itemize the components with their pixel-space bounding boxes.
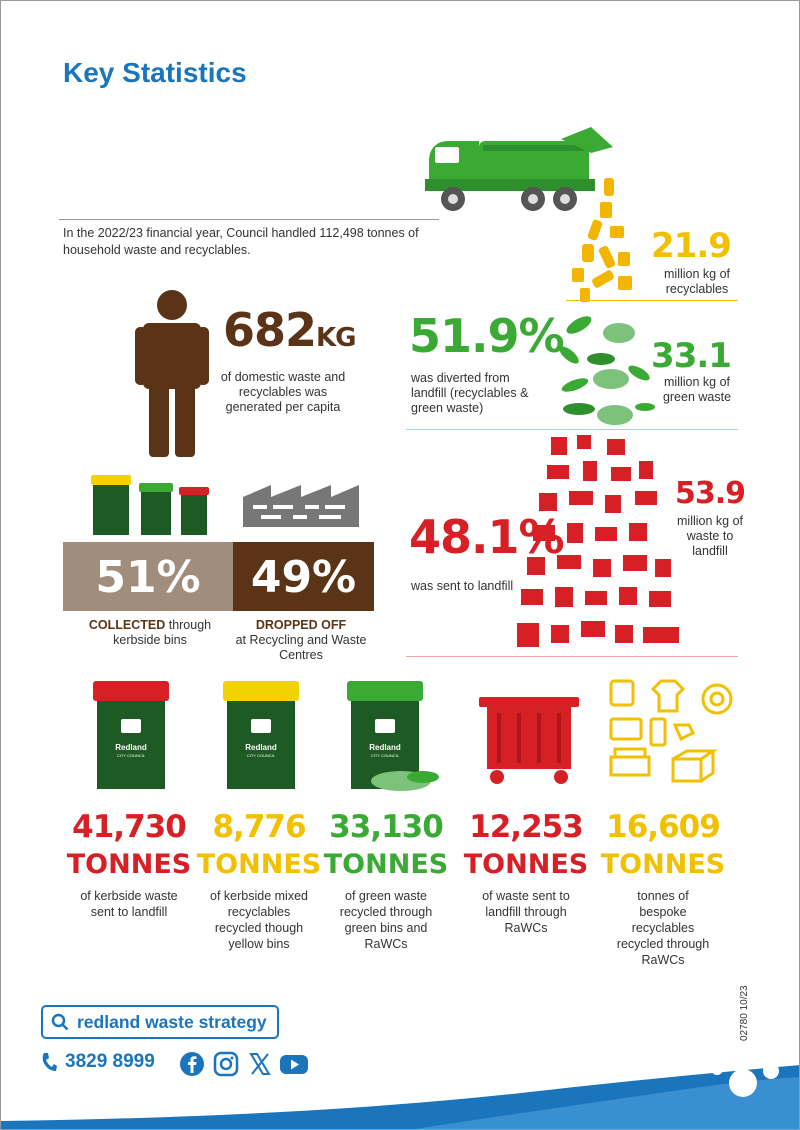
tonnes-unit-1: TONNES [66,849,192,880]
facebook-icon[interactable] [179,1051,205,1077]
collected-caption: COLLECTED through kerbside bins [88,618,212,647]
tonnes-caption-2: of kerbside mixed recyclables recycled t… [210,889,308,951]
print-code: 02780 10/23 [739,985,750,1041]
bespoke-recyclables-icon [609,679,733,783]
tonnes-value-1: 41,730 [72,809,187,845]
collected-pct: 51% [95,552,201,603]
bin-label-green-sub: CITY COUNCIL [370,753,400,758]
tonnes-value-4: 12,253 [469,809,584,845]
dropped-off-caption: DROPPED OFF at Recycling and Waste Centre… [235,618,367,662]
tonnes-caption-1: of kerbside waste sent to landfill [80,889,178,919]
bin-label-green: Redland [369,743,401,752]
tonnes-unit-3: TONNES [323,849,449,880]
landfill-caption: was sent to landfill [411,579,514,593]
phone-number: 3829 8999 [65,1051,155,1072]
wave-decoration [1,1050,799,1129]
recyclables-kg-value: 21.9 [651,226,732,266]
green-waste-stream-icon [559,316,655,425]
tonnes-value-3: 33,130 [329,809,444,845]
page-title: Key Statistics [63,57,247,88]
waste-kg-caption: million kg of waste to landfill [677,514,743,558]
recyclables-stream-icon [572,178,632,302]
per-capita-caption: of domestic waste and recyclables was ge… [220,370,346,414]
collected-bar: 51% [63,542,233,611]
dropped-off-pct: 49% [250,552,357,603]
search-icon [51,1013,69,1031]
dropped-off-bar: 49% [233,542,374,611]
diverted-value: 51.9% [409,309,565,363]
tonnes-caption-4: of waste sent to landfill through RaWCs [482,889,570,935]
tonnes-unit-5: TONNES [600,849,726,880]
per-capita-value: 682KG [223,303,357,357]
tonnes-unit-2: TONNES [196,849,322,880]
search-text: redland waste strategy [77,1011,267,1032]
youtube-icon[interactable] [279,1051,309,1077]
landfill-waste-stream-icon [517,435,679,647]
person-icon [135,290,209,457]
diverted-caption: was diverted from landfill (recyclables … [411,371,529,415]
tonnes-unit-4: TONNES [463,849,589,880]
tonnes-value-5: 16,609 [606,809,721,845]
green-kg-value: 33.1 [651,336,732,376]
recycling-centre-icon [243,485,359,527]
recyclables-kg-caption: million kg of recyclables [664,267,730,296]
bin-label-red-sub: CITY COUNCIL [116,753,146,758]
garbage-truck-icon [425,127,613,211]
phone-icon [42,1053,57,1071]
recyclables-rule [566,300,738,301]
intro-text: In the 2022/23 financial year, Council h… [63,226,419,257]
landfill-value: 48.1% [409,510,565,564]
yellow-lid-bin-icon [223,681,299,789]
landfill-rule [406,656,738,657]
website-search-link[interactable]: redland waste strategy [41,1005,279,1039]
kerbside-bins-icon [91,475,209,535]
green-kg-caption: million kg of green waste [662,375,732,404]
tonnes-caption-5: tonnes of bespoke recyclables recycled t… [616,889,710,967]
green-lid-bin-icon [347,681,439,791]
green-rule [406,429,738,430]
x-twitter-icon[interactable] [247,1051,273,1077]
red-lid-bin-icon [93,681,169,789]
bin-label-yellow-sub: CITY COUNCIL [246,753,276,758]
phone-link[interactable]: 3829 8999 [41,1051,155,1073]
intro-rule [59,219,439,220]
skip-bin-icon [479,697,579,784]
instagram-icon[interactable] [213,1051,239,1077]
tonnes-caption-3: of green waste recycled through green bi… [339,889,433,951]
bin-label-red: Redland [115,743,147,752]
tonnes-value-2: 8,776 [212,809,306,845]
bin-label-yellow: Redland [245,743,277,752]
waste-kg-value: 53.9 [674,476,746,511]
